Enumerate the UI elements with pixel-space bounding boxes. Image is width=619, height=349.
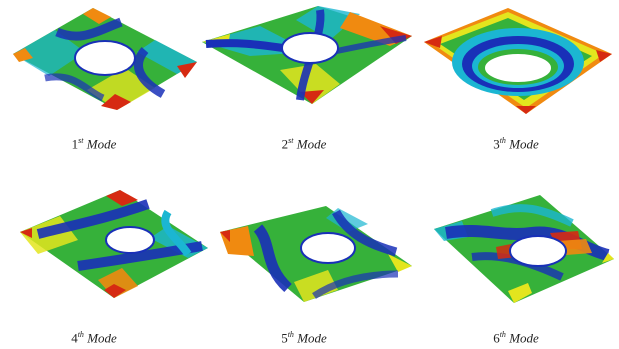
- mode-5-word: Mode: [297, 330, 327, 346]
- mode-6-word: Mode: [509, 330, 539, 346]
- mode-6-plate: [434, 195, 614, 303]
- mode-3-caption: 3th Mode: [436, 136, 596, 152]
- mode-2-ordinal: st: [288, 136, 294, 145]
- mode-4-caption: 4th Mode: [14, 330, 174, 346]
- mode-3-number: 3: [493, 136, 500, 152]
- mode-5-caption: 5th Mode: [224, 330, 384, 346]
- mode-3-ordinal: th: [499, 136, 506, 145]
- mode-2-word: Mode: [296, 136, 327, 152]
- mode-4-word: Mode: [87, 330, 117, 346]
- mode-3-plate: [424, 8, 612, 114]
- mode-4-number: 4: [71, 330, 78, 346]
- mode-5-plate: [220, 206, 412, 302]
- mode-2-plate: [202, 6, 412, 104]
- mode-2-caption: 2st Mode: [224, 136, 384, 152]
- mode-1-caption: 1st Mode: [14, 136, 174, 152]
- mode-4-plate: [20, 190, 208, 298]
- mode-2-number: 2: [281, 136, 289, 152]
- mode-1-ordinal: st: [78, 136, 84, 145]
- mode-6-number: 6: [493, 330, 500, 346]
- mode-4-ordinal: th: [77, 330, 84, 339]
- mode-5-ordinal: th: [287, 330, 294, 339]
- mode-6-caption: 6th Mode: [436, 330, 596, 346]
- mode-3-word: Mode: [509, 136, 539, 152]
- mode-1-word: Mode: [86, 136, 117, 152]
- mode-6-ordinal: th: [499, 330, 506, 339]
- mode-5-number: 5: [281, 330, 288, 346]
- mode-1-plate: [13, 8, 197, 110]
- mode-1-number: 1: [71, 136, 79, 152]
